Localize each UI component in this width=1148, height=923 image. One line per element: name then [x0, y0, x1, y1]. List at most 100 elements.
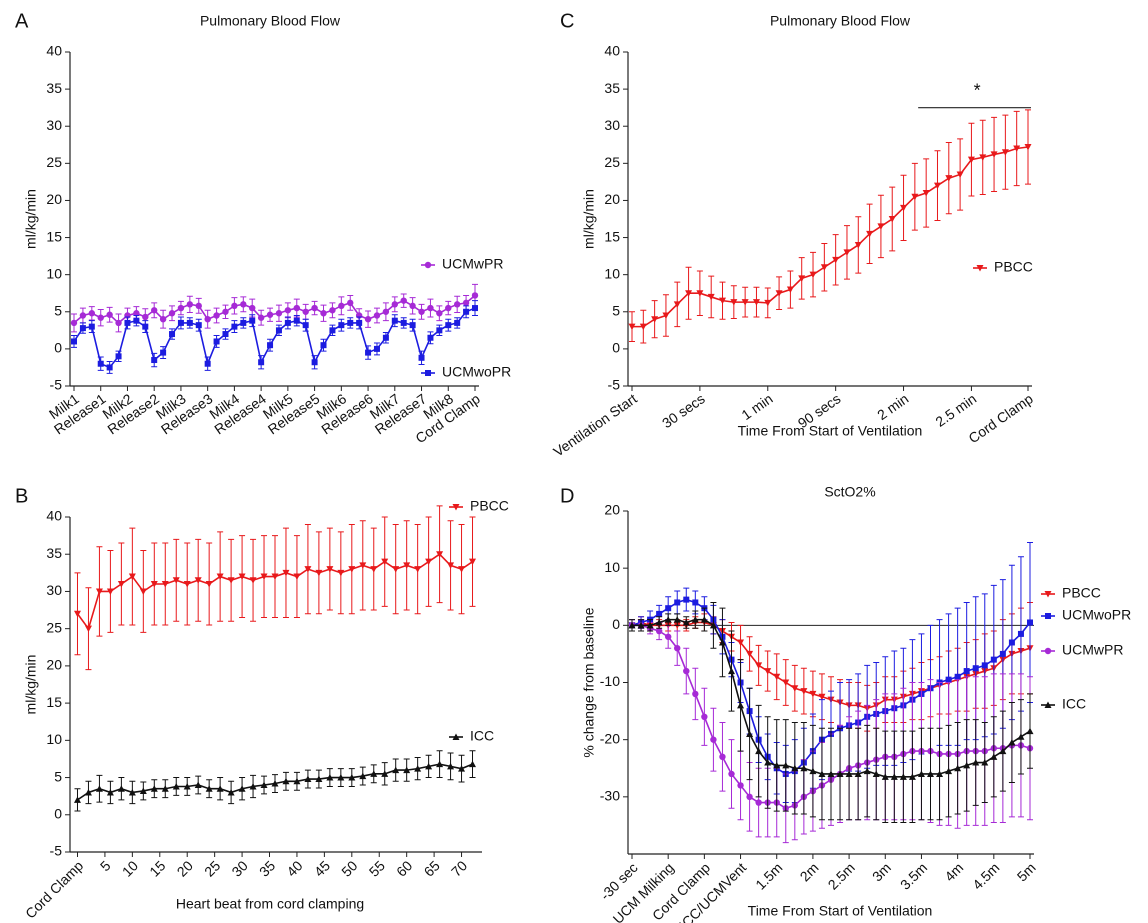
data-point: [326, 566, 334, 573]
data-point: [150, 581, 158, 588]
data-point: [227, 788, 235, 796]
data-point: [183, 782, 191, 790]
data-point: [990, 753, 998, 760]
y-axis-label: % change from baseline: [581, 607, 597, 757]
data-point: [73, 610, 81, 618]
data-point: [827, 770, 835, 777]
legend-marker: [1044, 647, 1052, 655]
data-point: [1017, 733, 1025, 740]
data-point: [427, 304, 434, 312]
data-point: [117, 581, 125, 588]
x-tick-label: 1 min: [738, 390, 775, 423]
data-point: [1017, 630, 1024, 637]
y-tick-label: 30: [604, 117, 620, 133]
data-point: [260, 781, 268, 788]
data-point: [471, 292, 479, 299]
data-point: [169, 331, 176, 338]
x-tick-label: Cord Clamp: [965, 390, 1036, 446]
x-tick-label: Ventilation Start: [550, 390, 640, 459]
x-tick-label: 2.5m: [825, 859, 858, 892]
data-point: [673, 301, 681, 308]
data-point: [454, 319, 461, 326]
data-point: [956, 171, 964, 178]
data-point: [364, 316, 372, 323]
data-point: [990, 151, 998, 158]
y-tick-label: -5: [50, 843, 63, 859]
legend-marker: [1044, 591, 1052, 598]
data-point: [302, 308, 309, 315]
data-point: [177, 304, 185, 312]
data-point: [231, 323, 238, 330]
data-point: [701, 713, 708, 720]
y-tick-label: 10: [604, 265, 620, 281]
data-point: [900, 204, 908, 212]
data-point: [809, 690, 817, 698]
data-point: [764, 759, 772, 766]
y-tick-label: 15: [46, 228, 62, 244]
data-point: [106, 311, 113, 318]
data-point: [746, 793, 753, 801]
data-point: [737, 782, 744, 789]
legend-label: PBCC: [994, 259, 1033, 275]
data-point: [293, 573, 301, 581]
data-point: [786, 286, 794, 294]
x-tick-label: 2 min: [874, 390, 911, 423]
data-point: [469, 760, 477, 768]
data-point: [741, 299, 749, 306]
panel-label: A: [15, 10, 29, 32]
data-point: [899, 773, 907, 780]
y-tick-label: 10: [46, 731, 62, 747]
data-point: [890, 773, 898, 780]
data-point: [373, 345, 380, 352]
data-point: [311, 359, 318, 366]
y-tick-label: 30: [46, 117, 62, 133]
x-tick-label: 70: [448, 857, 470, 879]
y-tick-label: 35: [46, 545, 62, 561]
data-point: [798, 275, 806, 282]
data-point: [304, 566, 312, 573]
data-point: [445, 322, 452, 329]
data-point: [257, 314, 265, 321]
data-point: [381, 558, 389, 566]
y-tick-label: 40: [604, 43, 620, 59]
data-point: [764, 299, 772, 307]
data-point: [436, 760, 444, 768]
data-point: [139, 588, 147, 595]
data-point: [151, 357, 158, 364]
data-point: [683, 596, 690, 603]
x-tick-label: 25: [201, 857, 223, 879]
x-tick-label: 3.5m: [897, 859, 930, 892]
data-point: [436, 327, 443, 334]
data-point: [409, 322, 416, 329]
data-point: [773, 761, 781, 769]
y-tick-label: 20: [604, 502, 620, 518]
data-point: [791, 764, 799, 772]
data-point: [458, 765, 466, 772]
data-point: [227, 577, 235, 584]
data-point: [168, 310, 176, 317]
data-point: [337, 774, 345, 781]
data-point: [284, 307, 292, 314]
data-point: [403, 562, 411, 569]
data-point: [972, 759, 980, 766]
y-axis-label: ml/kg/min: [23, 655, 39, 715]
x-tick-label: 65: [421, 857, 443, 879]
data-point: [159, 316, 167, 323]
data-point: [391, 301, 398, 308]
data-point: [418, 354, 425, 361]
data-point: [329, 307, 336, 314]
data-point: [877, 223, 885, 230]
data-point: [1013, 145, 1021, 152]
legend-marker: [425, 370, 431, 376]
data-point: [315, 569, 323, 577]
data-point: [927, 770, 934, 777]
y-axis-label: ml/kg/min: [23, 189, 39, 249]
data-point: [800, 764, 808, 772]
data-point: [213, 338, 220, 345]
x-axis-label: Time From Start of Ventilation: [738, 423, 923, 439]
data-point: [304, 775, 312, 783]
data-point: [981, 759, 989, 766]
data-point: [1027, 619, 1033, 626]
data-point: [737, 639, 745, 646]
